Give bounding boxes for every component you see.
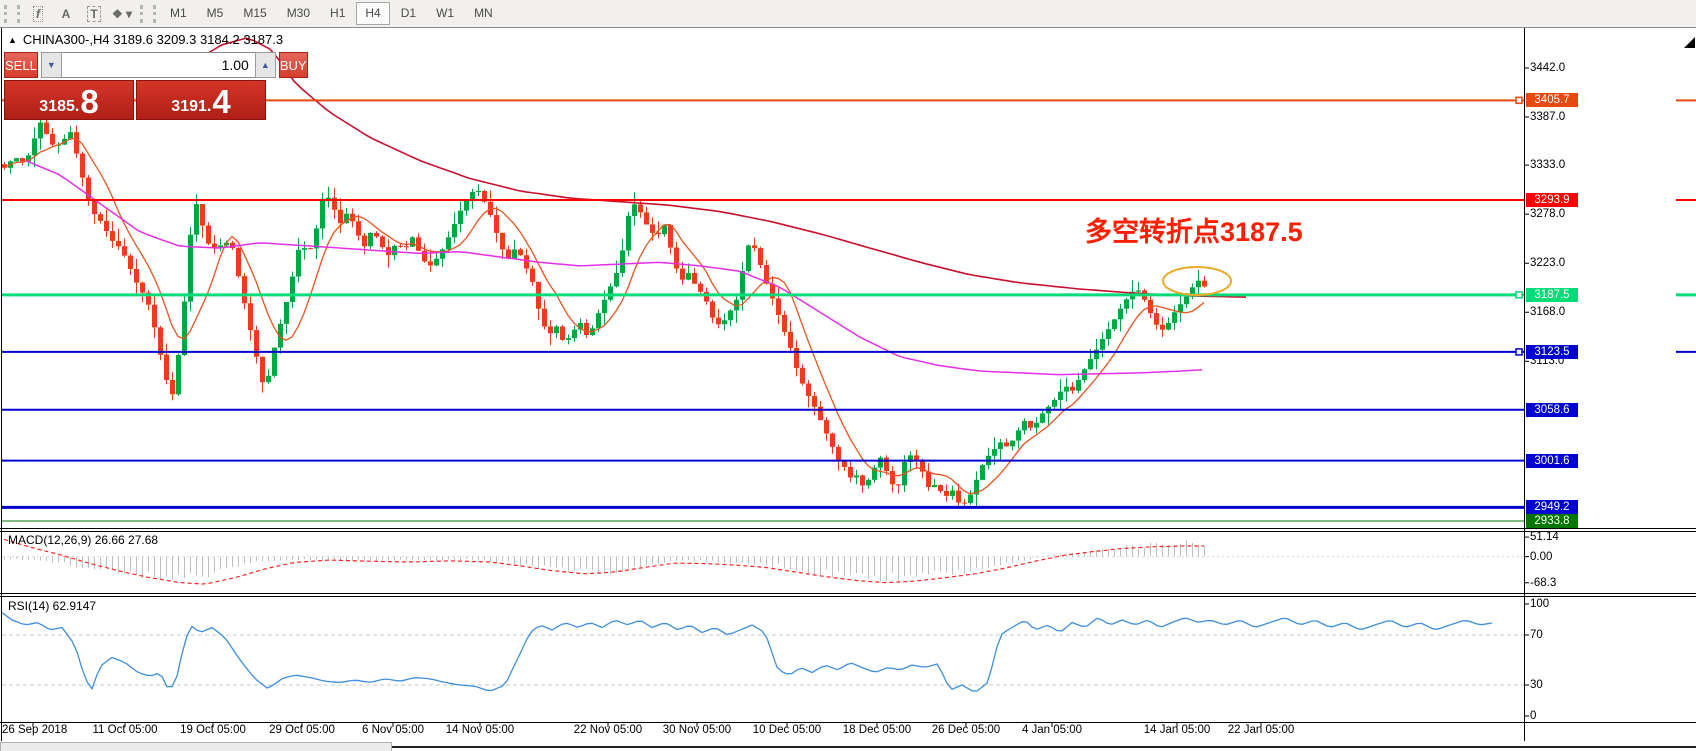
pivot-annotation-text: 多空转折点3187.5	[1085, 217, 1303, 247]
candlesticks	[2, 112, 1207, 509]
time-axis-label: 26 Sep 2018	[2, 724, 68, 736]
volume-increase-button[interactable]: ▲	[254, 52, 276, 78]
price-axis-tick: 3387.0	[1530, 110, 1566, 123]
price-level-badge: 3001.6	[1526, 453, 1578, 468]
macd-label: MACD(12,26,9) 26.66 27.68	[8, 533, 159, 547]
time-axis-label: 18 Dec 05:00	[842, 724, 912, 736]
macd-histogram	[3, 538, 1205, 585]
buy-price-main: 3191	[171, 98, 207, 115]
toolbar-drag-handle-2[interactable]	[140, 4, 156, 23]
text-box-tool-icon: T	[87, 5, 101, 22]
rsi-scale-label: 100	[1530, 598, 1550, 610]
time-axis-label: 10 Dec 05:00	[752, 724, 822, 736]
rsi-scale-label: 0	[1530, 710, 1537, 722]
timeframe-button-m30[interactable]: M30	[286, 6, 311, 20]
buy-button[interactable]: BUY	[278, 52, 308, 78]
highlight-ellipse[interactable]	[1162, 266, 1232, 296]
time-axis-label: 6 Nov 05:00	[361, 724, 425, 736]
arrows-tool[interactable]: ❖ ▾	[109, 3, 135, 25]
buy-price-pip: 4	[212, 82, 231, 120]
scrollbar-track	[390, 746, 1696, 748]
sell-price-box[interactable]: 3185. 8	[4, 80, 134, 120]
time-axis-label: 4 Jan 05:00	[1021, 724, 1083, 736]
time-axis-label: 30 Nov 05:00	[662, 724, 732, 736]
buy-price-box[interactable]: 3191. 4	[136, 80, 266, 120]
drawing-tools: f A T ❖ ▾	[24, 3, 136, 25]
macd-scale-label: 51.14	[1530, 531, 1559, 544]
price-level-badge: 3405.7	[1526, 93, 1578, 108]
macd-scale-label: -68.3	[1530, 576, 1557, 589]
text-label-tool-icon: A	[61, 6, 71, 21]
time-axis-label: 29 Oct 05:00	[269, 724, 335, 736]
volume-stepper: ▼ ▲	[40, 52, 276, 78]
sell-price-pip: 8	[80, 82, 99, 120]
rsi-scale-label: 30	[1530, 679, 1543, 691]
price-axis-tick: 3278.0	[1530, 208, 1566, 221]
price-level-badge: 3123.5	[1526, 344, 1578, 359]
time-axis-label: 19 Oct 05:00	[180, 724, 246, 736]
time-axis-label: 22 Nov 05:00	[573, 724, 643, 736]
price-level-badge: 2949.2	[1526, 500, 1578, 515]
toolbar: f A T ❖ ▾ M1 M5 M15 M30 H1 H4 D1 W1 MN	[0, 0, 1696, 28]
one-click-trade-panel: SELL ▼ ▲ BUY 3185.8 3191.4	[4, 52, 308, 120]
timeframe-button-h4[interactable]: H4	[356, 2, 390, 25]
price-axis-tick: 3442.0	[1530, 61, 1566, 74]
chart-corner-marker	[1684, 37, 1695, 48]
price-axis-tick: 3223.0	[1530, 257, 1566, 270]
indicator-tool-icon: f	[33, 5, 43, 22]
timeframe-buttons: M1 M5 M15 M30 H1 H4 D1 W1 MN	[160, 2, 503, 25]
timeframe-button-m15[interactable]: M15	[243, 6, 267, 20]
macd-scale-label: 0.00	[1530, 550, 1553, 563]
collapse-triangle-icon[interactable]: ▲	[8, 34, 17, 45]
symbol-ohlc-text: CHINA300-,H4 3189.6 3209.3 3184.2 3187.3	[22, 32, 284, 47]
chart-title: ▲ CHINA300-,H4 3189.6 3209.3 3184.2 3187…	[8, 32, 283, 47]
scrollbar-thumb[interactable]	[0, 742, 392, 751]
timeframe-button-m5[interactable]: M5	[206, 6, 224, 20]
arrows-tool-icon: ❖ ▾	[111, 6, 133, 21]
rsi-line	[2, 611, 1493, 692]
timeframe-button-d1[interactable]: D1	[400, 6, 417, 20]
price-level-badge: 3293.9	[1526, 193, 1578, 207]
timeframe-button-m1[interactable]: M1	[170, 6, 187, 20]
price-level-badge: 3187.5	[1526, 287, 1578, 302]
indicator-tool[interactable]: f	[25, 3, 51, 25]
timeframe-button-mn[interactable]: MN	[474, 6, 493, 20]
time-axis-label: 26 Dec 05:00	[931, 724, 1001, 736]
timeframe-button-h1[interactable]: H1	[330, 6, 346, 20]
sell-button[interactable]: SELL	[4, 52, 38, 78]
text-label-tool[interactable]: A	[53, 3, 79, 25]
price-level-badge: 3058.6	[1526, 402, 1578, 417]
rsi-scale-label: 70	[1530, 629, 1543, 641]
volume-input[interactable]	[61, 52, 255, 78]
timeframe-button-w1[interactable]: W1	[436, 6, 455, 20]
price-level-badge: 2933.8	[1526, 514, 1578, 529]
time-axis-label: 22 Jan 05:00	[1227, 724, 1295, 736]
time-axis-label: 11 Oct 05:00	[92, 724, 158, 736]
horizontal-scrollbar	[0, 742, 1696, 751]
rsi-label: RSI(14) 62.9147	[8, 599, 97, 613]
sell-price-main: 3185	[39, 98, 75, 115]
price-axis-tick: 3333.0	[1530, 159, 1566, 172]
time-axis-label: 14 Jan 05:00	[1143, 724, 1211, 736]
price-axis-tick: 3168.0	[1530, 306, 1566, 319]
horizontal-level-lines[interactable]	[2, 96, 1696, 522]
text-box-tool[interactable]: T	[81, 3, 107, 25]
time-axis-label: 14 Nov 05:00	[445, 724, 515, 736]
volume-decrease-button[interactable]: ▼	[40, 52, 62, 78]
toolbar-drag-handle[interactable]	[4, 4, 20, 23]
